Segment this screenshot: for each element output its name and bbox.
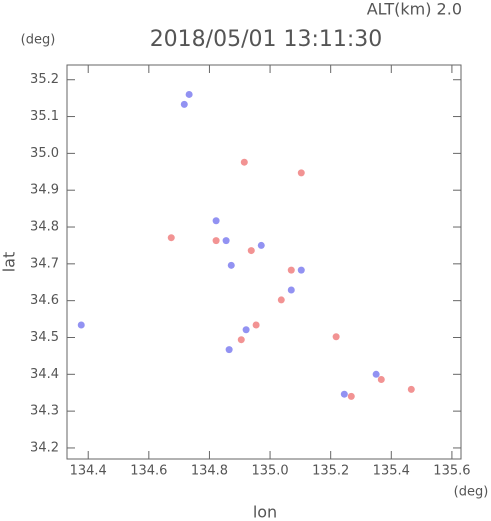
y-tick-label: 34.9	[30, 183, 59, 198]
echo-point	[297, 169, 305, 177]
y-tick-label: 34.3	[30, 404, 59, 419]
echo-point	[185, 90, 193, 98]
echo-point	[180, 100, 188, 108]
x-axis-label: lon	[253, 503, 277, 521]
echo-point	[227, 261, 235, 269]
echo-point	[252, 321, 260, 329]
echo-point	[212, 217, 220, 225]
echo-point	[347, 392, 355, 400]
y-tick-label: 34.8	[30, 220, 59, 235]
echo-point	[237, 336, 245, 344]
chart-subtitle: ALT(km) 2.0	[367, 0, 462, 19]
echo-point	[287, 286, 295, 294]
echo-point	[212, 237, 220, 245]
y-unit: (deg)	[21, 33, 56, 48]
y-tick-label: 35.0	[30, 146, 59, 161]
x-tick-label: 135.4	[373, 464, 410, 479]
echo-point	[340, 390, 348, 398]
x-tick-label: 134.4	[70, 464, 107, 479]
x-tick-label: 135.2	[312, 464, 349, 479]
x-tick-label: 134.8	[191, 464, 228, 479]
echo-point	[332, 333, 340, 341]
echo-point	[287, 266, 295, 274]
echo-point	[77, 321, 85, 329]
echo-point	[257, 241, 265, 249]
plot-frame	[66, 64, 462, 460]
y-tick-label: 35.1	[30, 109, 59, 124]
echo-point	[167, 234, 175, 242]
y-tick-label: 34.6	[30, 293, 59, 308]
echo-point	[377, 375, 385, 383]
echo-point	[225, 346, 233, 354]
echo-point	[240, 158, 248, 166]
echo-point	[277, 296, 285, 304]
y-tick-label: 34.5	[30, 330, 59, 345]
echo-point	[242, 326, 250, 334]
echo-point	[407, 385, 415, 393]
y-axis-label: lat	[0, 252, 19, 273]
y-tick-label: 34.7	[30, 256, 59, 271]
chart-title: 2018/05/01 13:11:30	[150, 27, 383, 52]
x-tick-label: 135.6	[433, 464, 470, 479]
x-tick-label: 135.0	[251, 464, 288, 479]
y-tick-label: 35.2	[30, 72, 59, 87]
echo-point	[372, 370, 380, 378]
y-tick-label: 34.2	[30, 440, 59, 455]
echo-point	[222, 237, 230, 245]
echo-point	[247, 247, 255, 255]
y-tick-label: 34.4	[30, 367, 59, 382]
x-tick-label: 134.6	[130, 464, 167, 479]
echo-point	[297, 266, 305, 274]
x-unit: (deg)	[454, 485, 489, 500]
